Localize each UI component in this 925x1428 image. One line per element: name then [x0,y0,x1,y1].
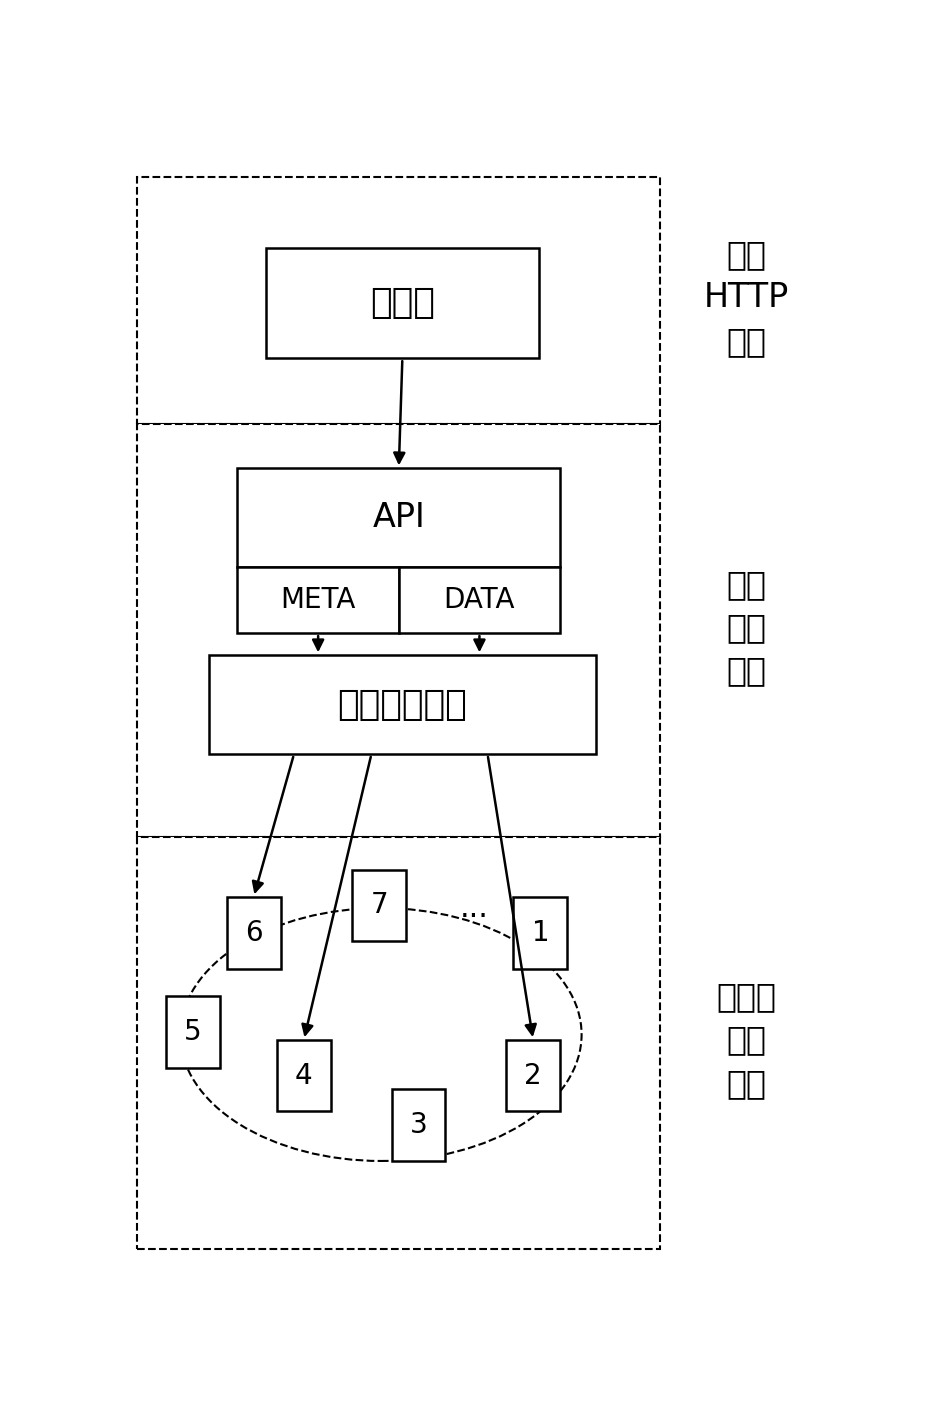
Text: ...: ... [460,894,488,922]
Bar [209,655,596,754]
Text: 引擎访问代理: 引擎访问代理 [338,688,467,721]
Bar [238,468,561,567]
Text: META: META [280,585,356,614]
Text: 3: 3 [410,1111,427,1140]
Text: 5: 5 [184,1018,202,1045]
Bar [137,837,660,1250]
Text: 4: 4 [295,1062,313,1090]
Text: 1: 1 [532,918,549,947]
Text: 上层
应用
处理: 上层 应用 处理 [726,568,767,687]
Text: 6: 6 [245,918,263,947]
Text: 基于
HTTP
协议: 基于 HTTP 协议 [704,238,789,357]
Text: API: API [373,501,426,534]
Text: 分布式
存储
引擎: 分布式 存储 引擎 [717,980,776,1100]
Bar [391,1090,446,1161]
Bar [513,897,567,968]
Text: 客户端: 客户端 [370,286,435,320]
Bar [166,997,219,1068]
Bar [266,248,538,358]
Bar [238,567,399,633]
Bar [277,1040,331,1111]
Bar [137,177,660,424]
Bar [227,897,280,968]
Bar [352,870,406,941]
Text: 2: 2 [524,1062,542,1090]
Bar [399,567,561,633]
Text: 7: 7 [370,891,388,920]
Text: DATA: DATA [444,585,515,614]
Bar [137,424,660,837]
Bar [506,1040,561,1111]
